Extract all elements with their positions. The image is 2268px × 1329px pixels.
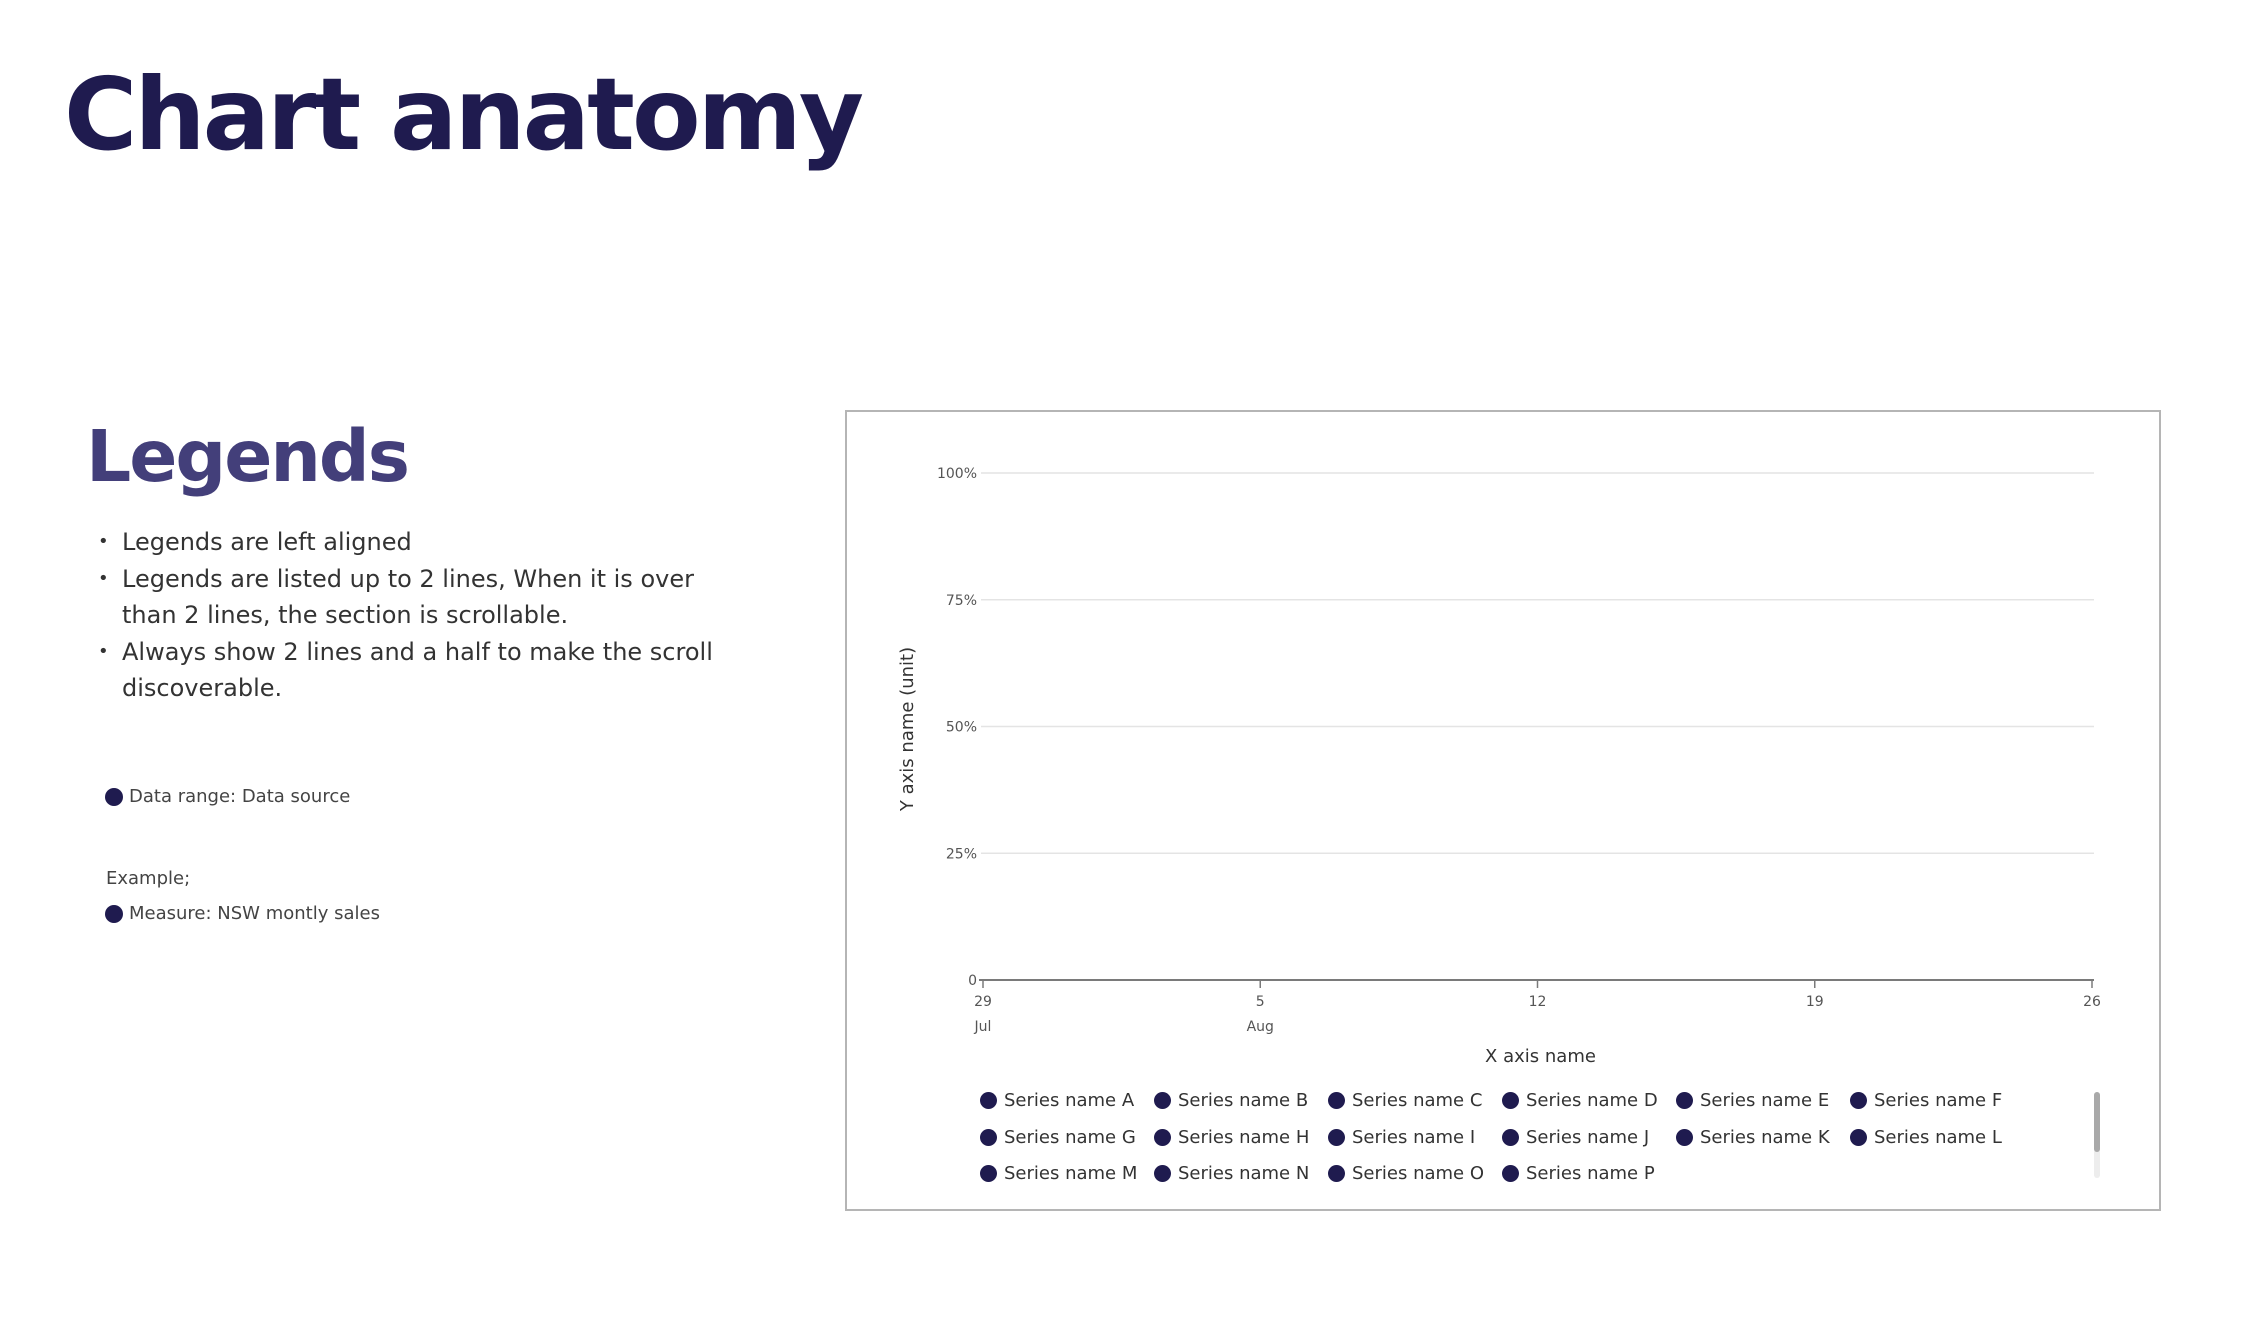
x-tick-label: 26: [2083, 994, 2101, 1010]
legend-swatch-icon: [1328, 1165, 1345, 1182]
y-axis-title: Y axis name (unit): [897, 647, 918, 812]
legend-label: Series name L: [1874, 1126, 2002, 1148]
page-title: Chart anatomy: [64, 56, 864, 173]
line-chart: 0 25% 50% 75% 100% 29 Jul 5 Aug 12 19 26 X axis name…: [897, 466, 2101, 1067]
legend-label: Series name K: [1700, 1126, 1830, 1148]
legend-label: Series name P: [1526, 1163, 1655, 1184]
legend-label: Series name H: [1178, 1126, 1310, 1148]
measure-note: Measure: NSW montly sales: [105, 903, 380, 924]
legend-item[interactable]: Series name B: [1154, 1090, 1308, 1111]
y-tick-label: 25%: [946, 846, 977, 862]
legend-swatch-icon: [1328, 1092, 1345, 1109]
legend-swatch-icon: [980, 1165, 997, 1182]
legend-item[interactable]: Series name M: [980, 1163, 1137, 1184]
x-tick-sublabel: Aug: [1247, 1019, 1274, 1035]
legend-label: Series name J: [1526, 1126, 1650, 1148]
y-tick-label: 50%: [946, 720, 977, 736]
guideline-item: Always show 2 lines and a half to make t…: [96, 634, 736, 707]
legend-swatch-icon: [980, 1128, 997, 1146]
legend-label: Series name D: [1526, 1090, 1658, 1111]
legend-item[interactable]: Series name F: [1850, 1090, 2002, 1111]
legend-label: Series name A: [1004, 1090, 1135, 1111]
legend-item[interactable]: Series name N: [1154, 1163, 1309, 1184]
legend-item[interactable]: Series name L: [1850, 1127, 2002, 1148]
legend-scrollbar[interactable]: [2094, 1092, 2100, 1178]
legend-item[interactable]: Series name O: [1328, 1163, 1484, 1184]
legend-swatch-icon: [1502, 1128, 1519, 1146]
legend-swatch-icon: [980, 1092, 997, 1109]
x-tick-label: 12: [1529, 994, 1547, 1010]
legend-swatch-icon: [1676, 1128, 1693, 1146]
legend-label: Series name I: [1352, 1126, 1476, 1148]
legend-swatch-icon: [1676, 1092, 1693, 1109]
x-axis-title: X axis name: [1485, 1046, 1596, 1067]
legend-swatch-icon: [1502, 1092, 1519, 1109]
y-tick-label: 100%: [937, 466, 977, 482]
legend-label: Series name B: [1178, 1090, 1309, 1111]
legend-label: Series name F: [1874, 1090, 2003, 1111]
data-range-note: Data range: Data source: [105, 786, 350, 807]
legend-item[interactable]: Series name P: [1502, 1163, 1655, 1184]
legend-scrollbar-thumb[interactable]: [2094, 1092, 2100, 1152]
y-tick-label: 0: [968, 973, 977, 989]
dot-icon: [105, 787, 123, 806]
example-note: Example;: [106, 868, 190, 889]
legend-item[interactable]: Series name G: [980, 1127, 1136, 1148]
legend-item[interactable]: Series name K: [1676, 1127, 1830, 1148]
y-tick-label: 75%: [946, 593, 977, 609]
dot-icon: [105, 904, 123, 923]
legend-swatch-icon: [1154, 1128, 1171, 1146]
section-title: Legends: [86, 415, 410, 498]
legend-label: Series name C: [1352, 1090, 1483, 1111]
legend-label: Series name M: [1004, 1163, 1138, 1184]
x-tick-sublabel: Jul: [974, 1019, 992, 1035]
chart-card: 0 25% 50% 75% 100% 29 Jul 5 Aug 12 19 26 X axis name…: [845, 410, 2161, 1211]
guideline-item: Legends are left aligned: [96, 524, 736, 561]
legend-label: Series name N: [1178, 1163, 1310, 1184]
legend-swatch-icon: [1154, 1165, 1171, 1182]
measure-label: Measure: NSW montly sales: [129, 903, 380, 924]
legend-label: Series name O: [1352, 1163, 1485, 1184]
x-tick-label: 19: [1806, 994, 1824, 1010]
legend-swatch-icon: [1154, 1092, 1171, 1109]
x-tick-label: 29: [974, 994, 992, 1010]
chart-legend[interactable]: Series name A Series name B Series name C S…: [980, 1090, 2055, 1193]
guideline-list: Legends are left aligned Legends are lis…: [96, 524, 736, 707]
legend-label: Series name G: [1004, 1126, 1136, 1148]
legend-item[interactable]: Series name C: [1328, 1090, 1482, 1111]
x-tick-label: 5: [1256, 994, 1265, 1010]
legend-item[interactable]: Series name I: [1328, 1127, 1475, 1148]
data-range-label: Data range: Data source: [129, 786, 351, 807]
legend-item[interactable]: Series name D: [1502, 1090, 1658, 1111]
guideline-item: Legends are listed up to 2 lines, When i…: [96, 561, 736, 634]
legend-swatch-icon: [1850, 1128, 1867, 1146]
legend-swatch-icon: [1328, 1128, 1345, 1146]
legend-item[interactable]: Series name H: [1154, 1127, 1309, 1148]
legend-item[interactable]: Series name A: [980, 1090, 1134, 1111]
example-label: Example;: [106, 868, 191, 889]
legend-swatch-icon: [1502, 1165, 1519, 1182]
legend-item[interactable]: Series name J: [1502, 1127, 1649, 1148]
legend-label: Series name E: [1700, 1090, 1830, 1111]
legend-swatch-icon: [1850, 1092, 1867, 1109]
legend-item[interactable]: Series name E: [1676, 1090, 1829, 1111]
